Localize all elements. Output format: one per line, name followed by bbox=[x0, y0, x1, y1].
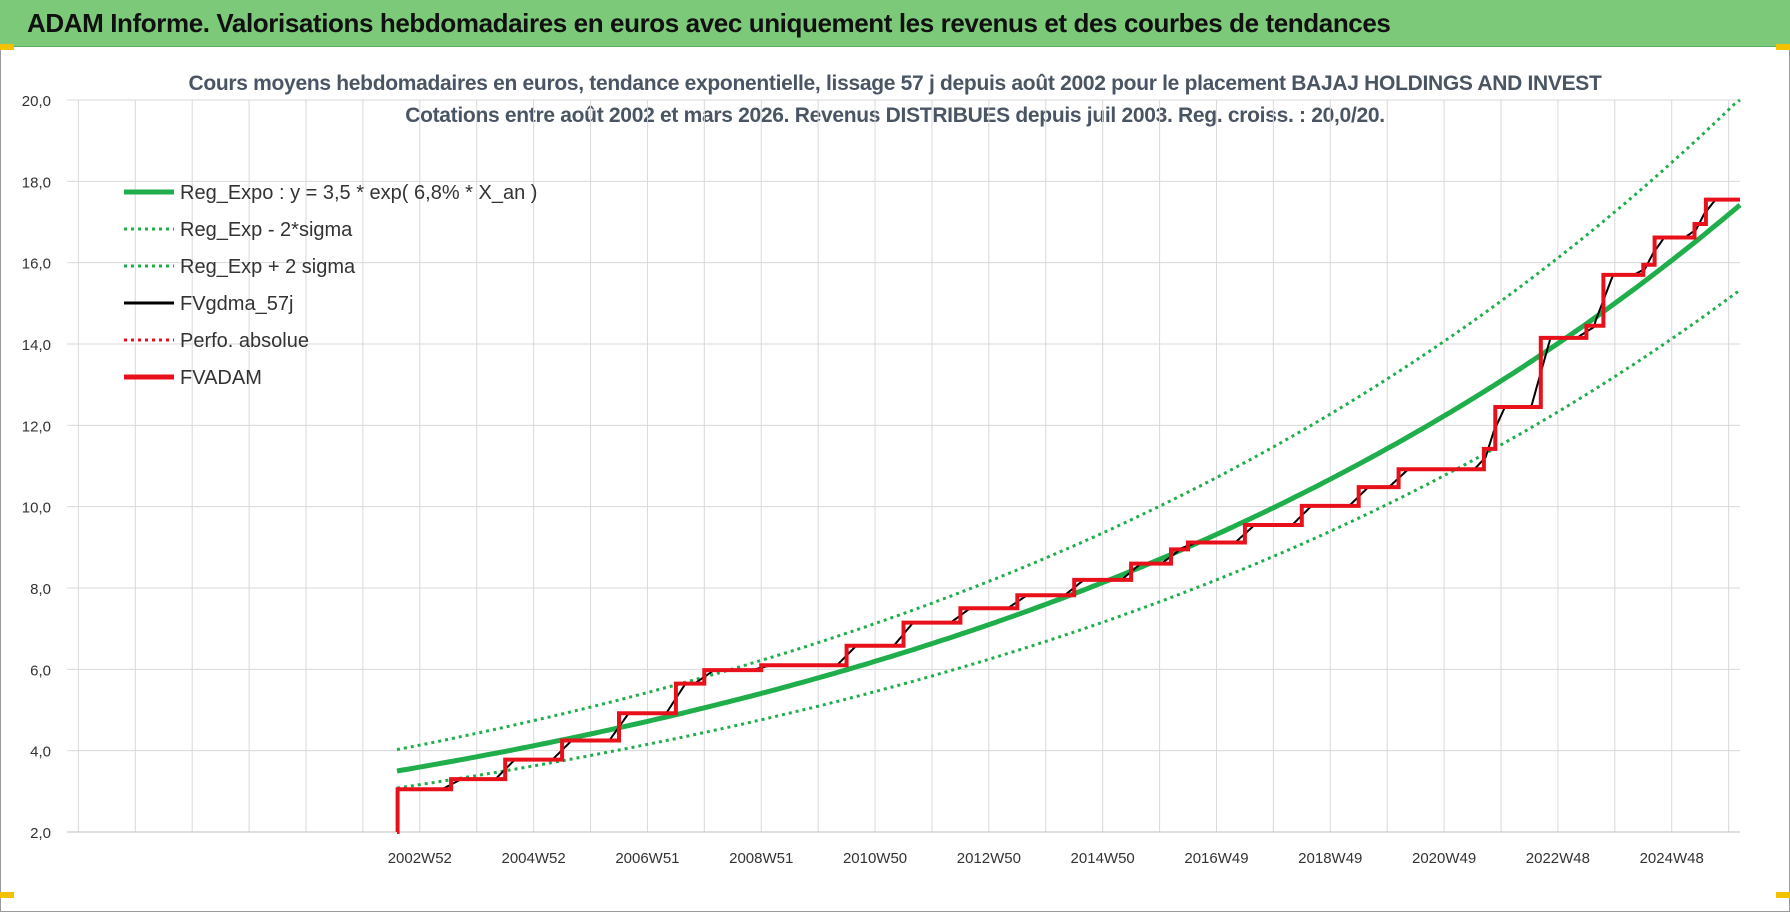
corner-marker bbox=[1776, 892, 1790, 898]
reg-exp-minus-2sigma-line bbox=[396, 288, 1741, 790]
x-tick-label: 2004W52 bbox=[502, 850, 566, 867]
y-tick-label: 6,0 bbox=[30, 662, 51, 679]
y-tick-label: 12,0 bbox=[22, 418, 51, 435]
legend-label: FVgdma_57j bbox=[180, 293, 293, 315]
fvadam-line bbox=[395, 197, 1740, 834]
y-tick-label: 14,0 bbox=[22, 337, 51, 354]
x-tick-label: 2014W50 bbox=[1071, 850, 1135, 867]
reg-expo-line bbox=[396, 203, 1742, 774]
x-tick-label: 2020W49 bbox=[1412, 850, 1476, 867]
x-tick-label: 2002W52 bbox=[388, 850, 452, 867]
legend-label: Perfo. absolue bbox=[180, 330, 309, 352]
legend-label: FVADAM bbox=[180, 367, 262, 389]
legend-label: Reg_Exp + 2 sigma bbox=[180, 256, 356, 278]
legend-label: Reg_Exp - 2*sigma bbox=[180, 219, 353, 241]
y-tick-label: 18,0 bbox=[22, 174, 51, 191]
chart-title: Cours moyens hebdomadaires en euros, ten… bbox=[188, 72, 1602, 95]
x-tick-label: 2016W49 bbox=[1184, 850, 1248, 867]
x-tick-label: 2018W49 bbox=[1298, 850, 1362, 867]
chart-plot: 20,0 18,0 16,0 14,0 12,0 10,0 8,0 6,0 4,0 2,0 2002… bbox=[22, 93, 1742, 867]
report-title: ADAM Informe. Valorisations hebdomadaire… bbox=[27, 8, 1391, 38]
report-banner: ADAM Informe. Valorisations hebdomadaire… bbox=[0, 0, 1790, 47]
fvgdma-57j-line bbox=[397, 198, 1740, 791]
x-tick-label: 2024W48 bbox=[1640, 850, 1704, 867]
x-tick-label: 2012W50 bbox=[957, 850, 1021, 867]
y-tick-label: 2,0 bbox=[30, 825, 51, 842]
corner-marker bbox=[0, 44, 14, 50]
x-tick-label: 2008W51 bbox=[729, 850, 793, 867]
legend-label: Reg_Expo : y = 3,5 * exp( 6,8% * X_an ) bbox=[180, 182, 537, 204]
y-tick-label: 20,0 bbox=[22, 93, 51, 110]
x-tick-label: 2006W51 bbox=[615, 850, 679, 867]
corner-marker bbox=[1776, 44, 1790, 50]
reg-exp-plus-2sigma-line bbox=[396, 98, 1741, 752]
y-tick-label: 16,0 bbox=[22, 256, 51, 273]
x-tick-label: 2010W50 bbox=[843, 850, 907, 867]
x-tick-label: 2022W48 bbox=[1526, 850, 1590, 867]
y-tick-label: 8,0 bbox=[30, 581, 51, 598]
y-tick-label: 4,0 bbox=[30, 744, 51, 761]
y-tick-label: 10,0 bbox=[22, 500, 51, 517]
chart-area: Cours moyens hebdomadaires en euros, ten… bbox=[0, 46, 1790, 912]
corner-marker bbox=[0, 892, 14, 898]
chart-subtitle: Cotations entre août 2002 et mars 2026. … bbox=[405, 104, 1385, 127]
